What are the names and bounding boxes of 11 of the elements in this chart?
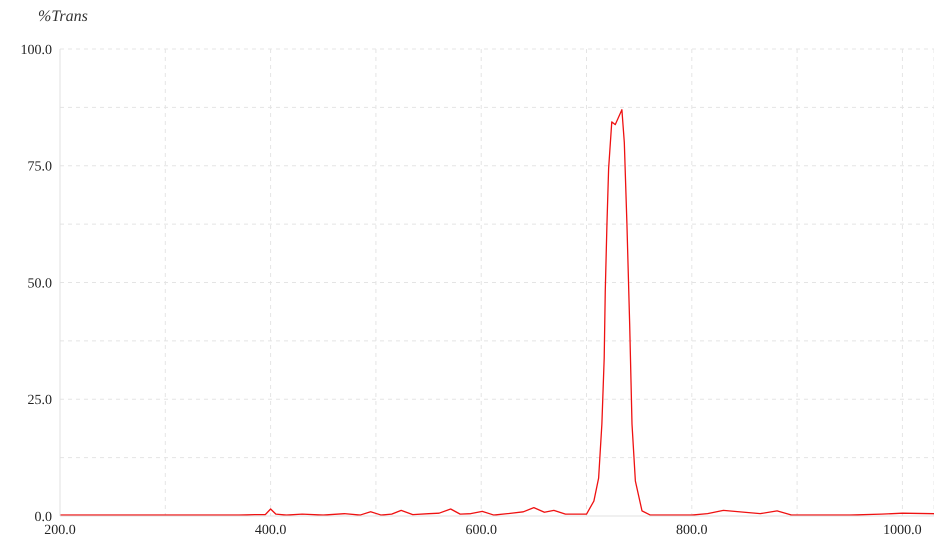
y-tick-label: 50.0: [28, 276, 52, 292]
y-tick-label: 100.0: [20, 42, 52, 58]
x-tick-label: 1000.0: [883, 522, 922, 538]
y-tick-label: 25.0: [28, 393, 52, 408]
x-tick-label: 800.0: [676, 522, 708, 538]
x-tick-label: 200.0: [44, 522, 76, 538]
x-tick-label: 400.0: [254, 522, 286, 538]
y-axis-title: %Trans: [38, 8, 88, 26]
x-tick-label: 600.0: [465, 522, 497, 538]
y-tick-label: 75.0: [28, 160, 52, 175]
y-tick-label: 0.0: [34, 510, 52, 525]
